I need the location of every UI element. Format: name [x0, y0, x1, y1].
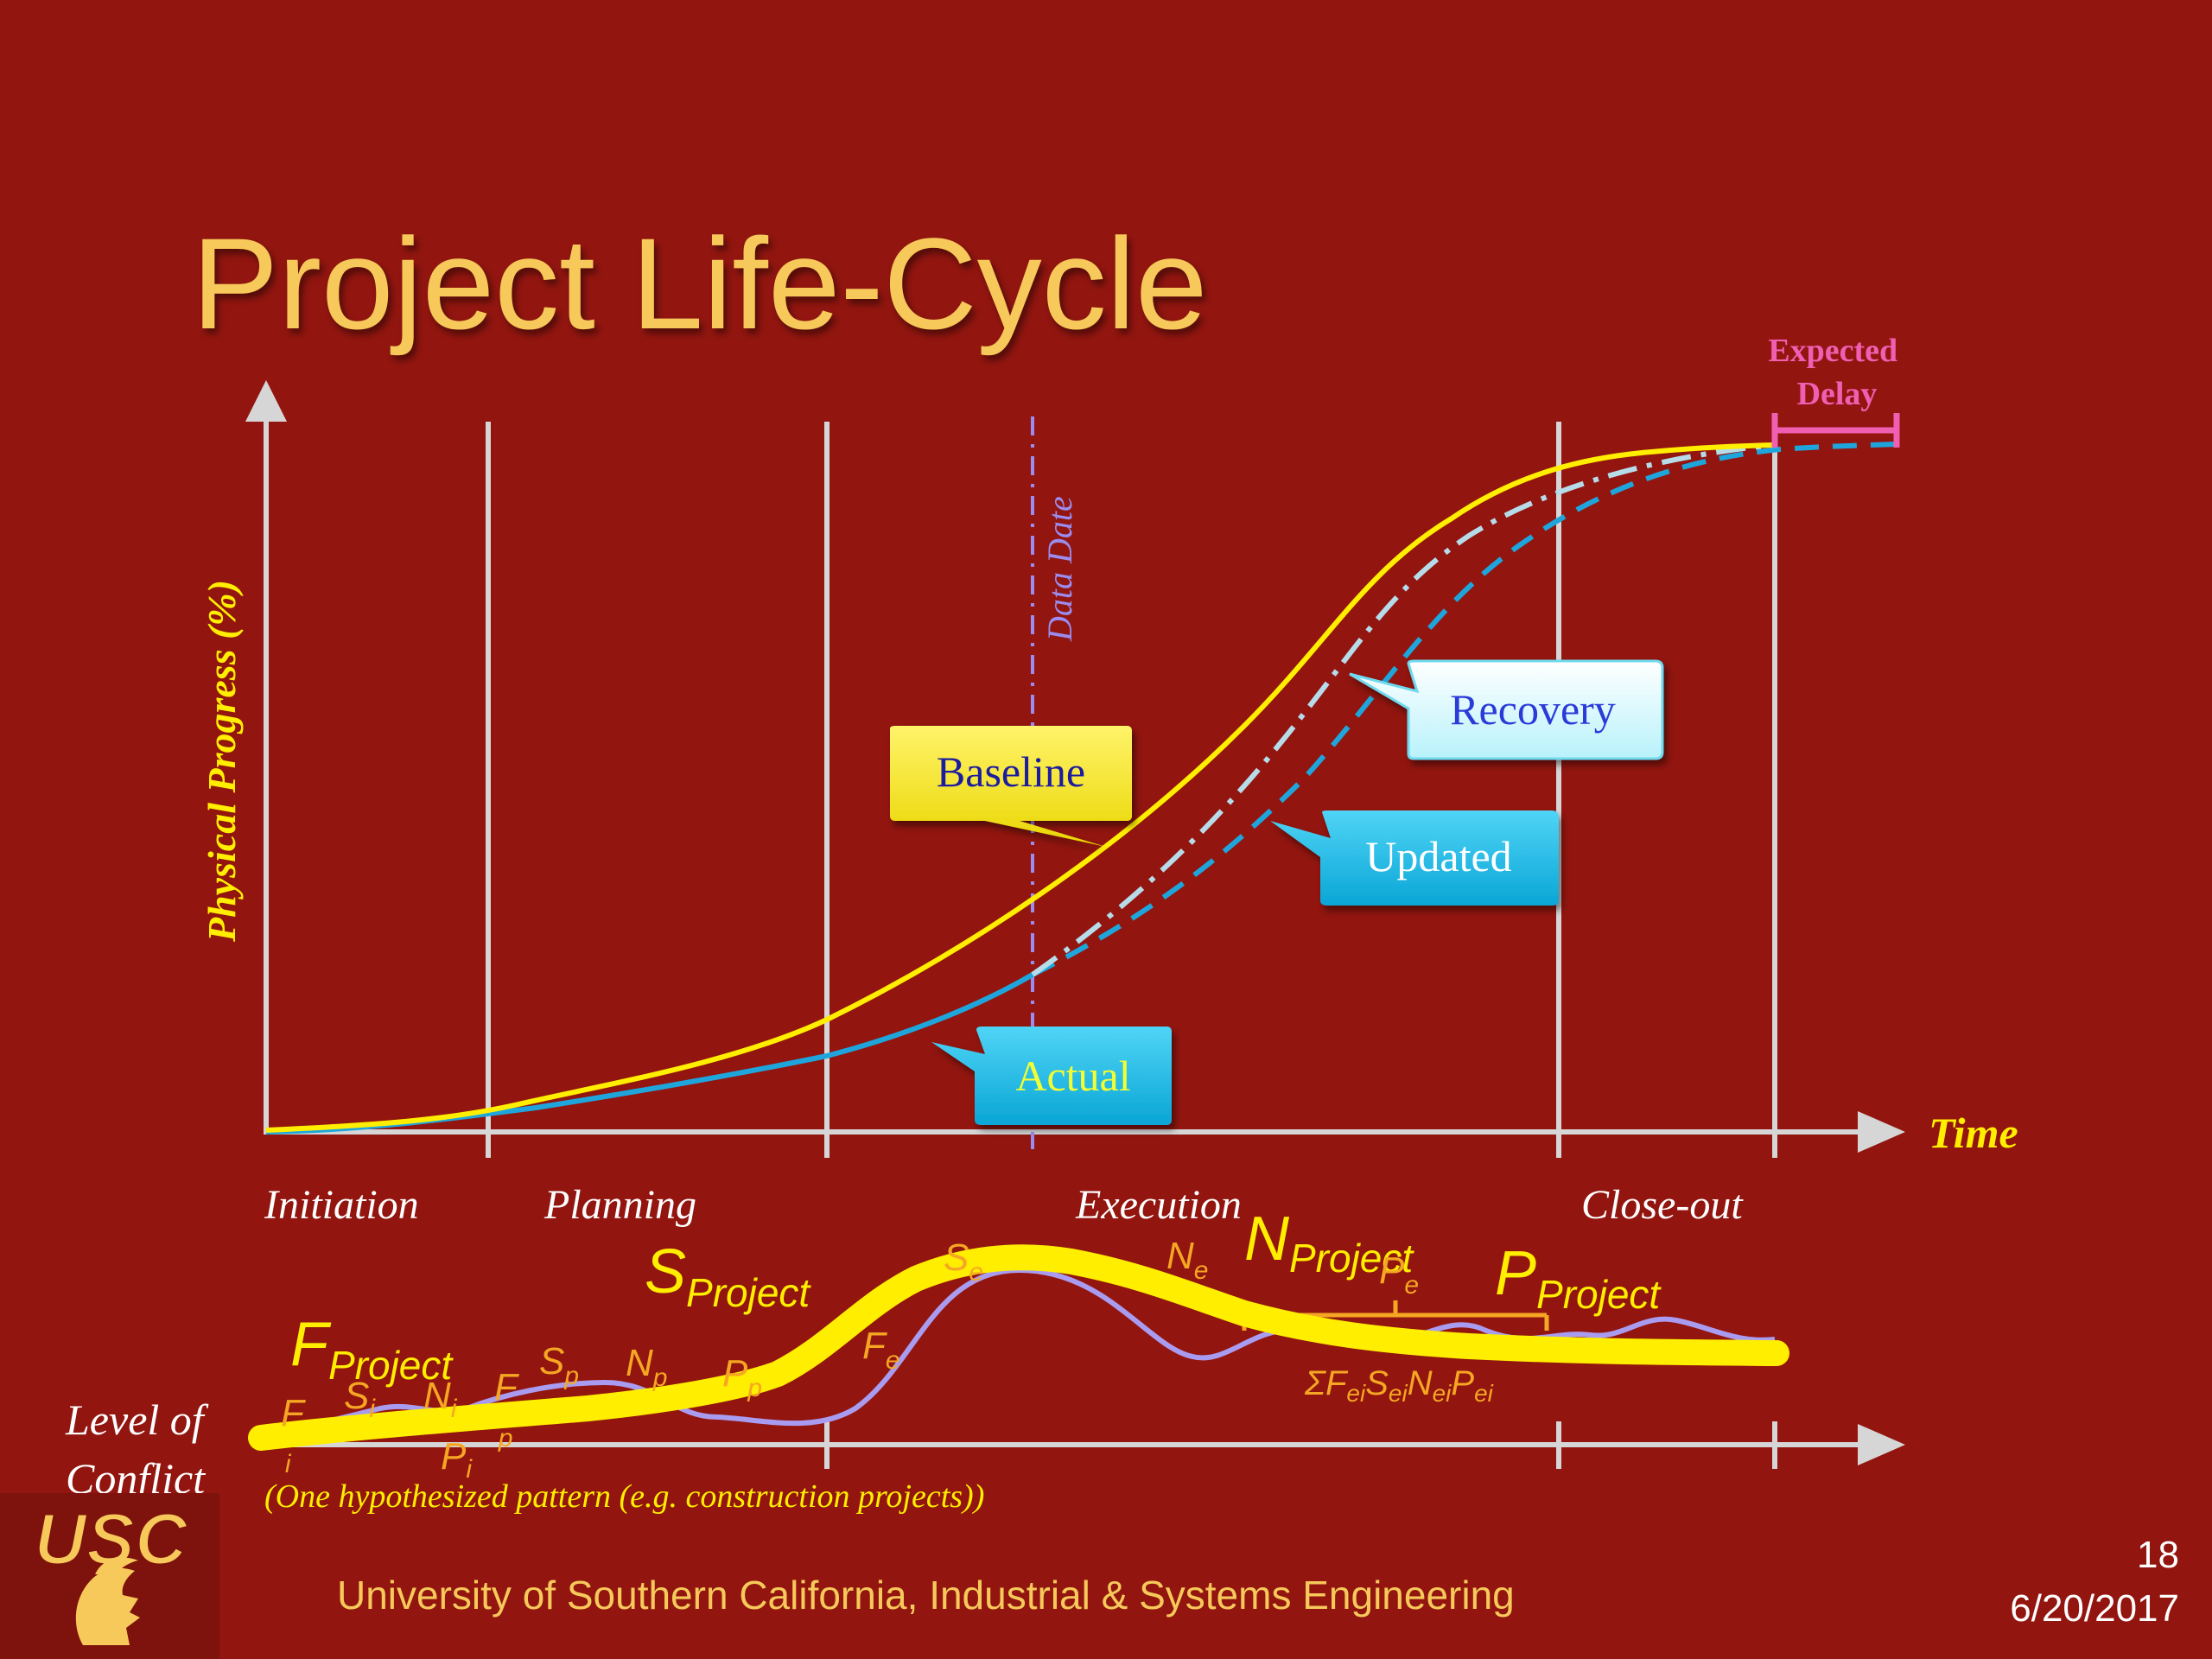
slide-date: 6/20/2017 [2010, 1587, 2179, 1630]
callout-updated: Updated [1270, 810, 1559, 906]
expected-delay-line-1: Expected [1768, 333, 1897, 369]
phase-label-planning: Planning [543, 1182, 696, 1228]
conflict-note: (One hypothesized pattern (e.g. construc… [264, 1478, 984, 1515]
label-p-project-sub: Project [1536, 1272, 1662, 1317]
label-s-project-main: S [645, 1237, 686, 1306]
phase-label-initiation: Initiation [264, 1182, 419, 1228]
label-f-project-main: F [290, 1310, 332, 1379]
x-axis-label: Time [1929, 1109, 2018, 1157]
label-s-project-sub: Project [686, 1270, 811, 1315]
slide-title: Project Life-Cycle [192, 211, 1207, 356]
phase-label-closeout: Close-out [1581, 1182, 1744, 1228]
label-p-i: Pi [441, 1435, 473, 1484]
conflict-ticks [824, 1421, 1777, 1469]
conflict-y-axis-label: Level of Conflict [65, 1395, 214, 1503]
callout-updated-text: Updated [1365, 832, 1511, 880]
label-f-e: Fe [862, 1325, 900, 1375]
callout-recovery-text: Recovery [1450, 685, 1616, 734]
label-sum-ei: ΣFeiSeiNeiPei [1304, 1364, 1494, 1407]
page-number: 18 [2137, 1534, 2179, 1576]
callout-recovery: Recovery [1349, 659, 1664, 760]
label-s-e: Se [944, 1236, 983, 1287]
phase-label-execution: Execution [1075, 1182, 1242, 1228]
usc-logo-text: USC [34, 1498, 188, 1580]
callout-actual: Actual [931, 1027, 1172, 1125]
trojan-helmet-icon [75, 1557, 140, 1645]
expected-delay-label: Expected Delay [1768, 333, 1905, 412]
expected-delay-line-2: Delay [1797, 376, 1878, 412]
label-f-project-sub: Project [328, 1343, 454, 1388]
label-p-project: PProject [1495, 1239, 1662, 1317]
progress-chart: Data Date Expected Delay Physical Progre… [200, 333, 2018, 1228]
expected-delay-bracket [1771, 413, 1900, 448]
conflict-label-line-1: Level of [65, 1395, 209, 1444]
label-s-i: Si [344, 1375, 376, 1423]
actual-curve [265, 972, 1034, 1135]
baseline-curve [265, 442, 1776, 1133]
recovery-curve [1031, 442, 1776, 977]
label-p-project-main: P [1495, 1239, 1536, 1308]
label-p-e: Pe [1379, 1249, 1419, 1300]
label-p-p: Pp [722, 1352, 762, 1402]
x-axis-arrow-icon [1858, 1111, 1905, 1153]
conflict-axis-arrow-icon [1858, 1424, 1905, 1465]
label-n-project-main: N [1244, 1205, 1290, 1274]
phase-labels: Initiation Planning Execution Close-out [264, 1182, 1744, 1228]
label-n-i: Ni [423, 1375, 458, 1423]
callout-actual-text: Actual [1015, 1052, 1130, 1100]
label-n-p: Np [626, 1342, 667, 1392]
phase-dividers [486, 422, 1777, 1158]
y-axis-arrow-icon [245, 380, 287, 422]
conflict-band-curve [248, 1244, 1789, 1451]
usc-logo: USC [0, 1493, 219, 1659]
label-s-project: SProject [645, 1237, 811, 1315]
label-s-p: Sp [539, 1340, 579, 1390]
data-date-label: Data Date [1040, 496, 1079, 642]
label-n-project-sub: Project [1289, 1236, 1414, 1281]
label-f-project: FProject [290, 1310, 454, 1388]
callout-baseline-text: Baseline [937, 747, 1085, 796]
label-n-e: Ne [1166, 1235, 1208, 1285]
y-axis-label: Physical Progress (%) [200, 580, 244, 943]
label-n-project: NProject [1244, 1205, 1414, 1281]
footer-text: University of Southern California, Indus… [337, 1573, 1515, 1618]
callout-baseline: Baseline [890, 726, 1132, 847]
updated-curve [1031, 442, 1897, 977]
